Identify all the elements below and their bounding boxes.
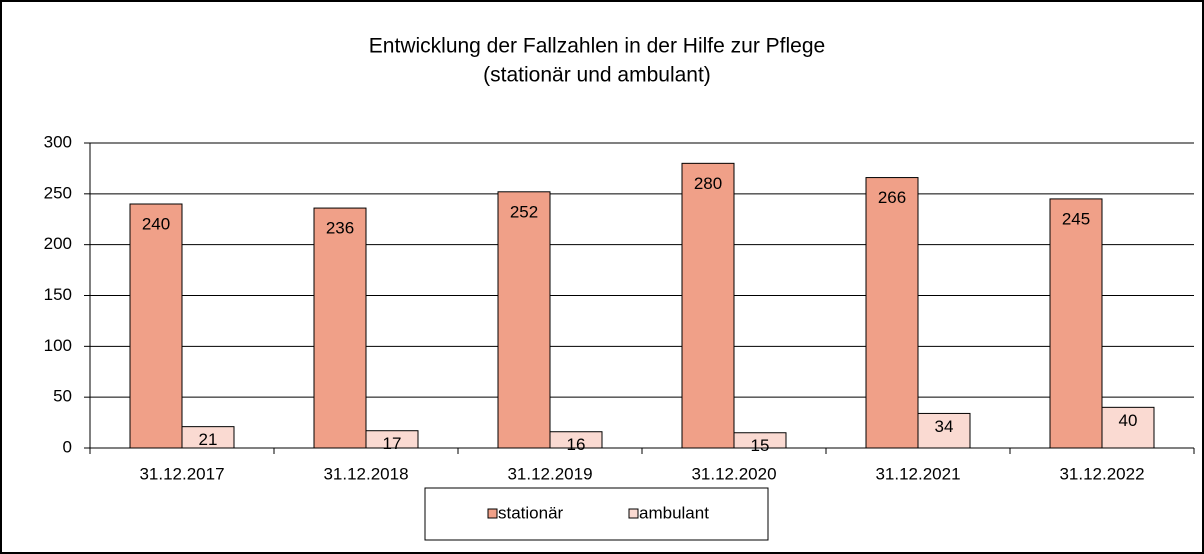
data-label: 266 xyxy=(878,188,906,207)
data-label: 236 xyxy=(326,219,354,238)
bar xyxy=(1101,406,1155,449)
bar xyxy=(733,432,787,449)
y-tick-label: 50 xyxy=(53,387,72,406)
chart-subtitle: (stationär und ambulant) xyxy=(483,64,711,87)
data-label: 15 xyxy=(751,436,770,455)
legend-label: ambulant xyxy=(639,503,709,522)
y-tick-label: 0 xyxy=(63,437,72,456)
bar xyxy=(681,162,735,449)
bar xyxy=(313,207,367,449)
data-label: 17 xyxy=(383,434,402,453)
bar xyxy=(497,191,551,449)
data-label: 245 xyxy=(1062,209,1090,228)
data-label: 34 xyxy=(935,417,954,436)
x-tick-label: 31.12.2020 xyxy=(691,464,776,483)
data-label: 240 xyxy=(142,214,170,233)
y-tick-label: 300 xyxy=(44,132,72,151)
y-tick-label: 150 xyxy=(44,285,72,304)
chart-title: Entwicklung der Fallzahlen in der Hilfe … xyxy=(369,35,825,58)
bar xyxy=(365,430,419,449)
legend-box xyxy=(424,487,769,541)
legend-swatch xyxy=(487,508,498,519)
data-label: 252 xyxy=(510,202,538,221)
y-tick-label: 100 xyxy=(44,336,72,355)
data-label: 280 xyxy=(694,174,722,193)
x-tick-label: 31.12.2022 xyxy=(1059,464,1144,483)
bar xyxy=(917,412,971,449)
data-label: 16 xyxy=(567,435,586,454)
bar xyxy=(181,426,235,449)
bar xyxy=(1049,198,1103,449)
x-tick-label: 31.12.2017 xyxy=(139,464,224,483)
bar xyxy=(129,203,183,449)
legend-label: stationär xyxy=(498,503,564,522)
y-tick-label: 200 xyxy=(44,234,72,253)
data-label: 40 xyxy=(1119,411,1138,430)
x-tick-label: 31.12.2021 xyxy=(875,464,960,483)
bar xyxy=(865,177,919,449)
x-tick-label: 31.12.2018 xyxy=(323,464,408,483)
data-label: 21 xyxy=(199,430,218,449)
y-tick-label: 250 xyxy=(44,183,72,202)
x-tick-label: 31.12.2019 xyxy=(507,464,592,483)
bar xyxy=(549,431,603,449)
legend-swatch xyxy=(628,508,639,519)
